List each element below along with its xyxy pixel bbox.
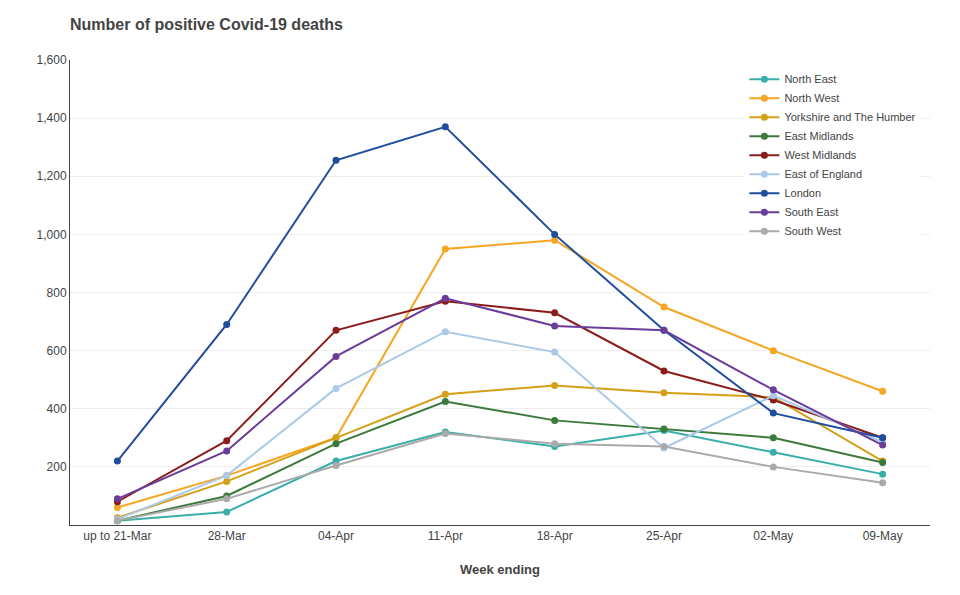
svg-text:London: London	[784, 187, 821, 199]
svg-text:Number of positive Covid-19 de: Number of positive Covid-19 deaths	[70, 16, 343, 33]
svg-text:1,000: 1,000	[37, 228, 67, 242]
svg-text:600: 600	[47, 344, 67, 358]
svg-text:09-May: 09-May	[863, 529, 903, 543]
svg-text:North West: North West	[784, 92, 839, 104]
svg-text:East Midlands: East Midlands	[784, 130, 854, 142]
svg-text:04-Apr: 04-Apr	[318, 529, 354, 543]
svg-text:400: 400	[47, 402, 67, 416]
svg-text:West Midlands: West Midlands	[784, 149, 856, 161]
svg-text:18-Apr: 18-Apr	[537, 529, 573, 543]
svg-text:25-Apr: 25-Apr	[646, 529, 682, 543]
svg-text:1,600: 1,600	[37, 53, 67, 67]
svg-text:up to 21-Mar: up to 21-Mar	[83, 529, 151, 543]
svg-text:North East: North East	[784, 73, 836, 85]
svg-text:Yorkshire and The Humber: Yorkshire and The Humber	[784, 111, 915, 123]
svg-text:11-Apr: 11-Apr	[428, 529, 463, 543]
svg-text:28-Mar: 28-Mar	[208, 529, 246, 543]
svg-text:1,400: 1,400	[37, 111, 67, 125]
svg-text:1,200: 1,200	[37, 169, 67, 183]
svg-text:02-May: 02-May	[753, 529, 793, 543]
svg-text:Week ending: Week ending	[460, 562, 540, 577]
svg-text:200: 200	[47, 460, 67, 474]
svg-text:800: 800	[47, 286, 67, 300]
svg-text:South East: South East	[784, 206, 838, 218]
svg-text:South West: South West	[784, 225, 841, 237]
svg-text:East of England: East of England	[784, 168, 862, 180]
